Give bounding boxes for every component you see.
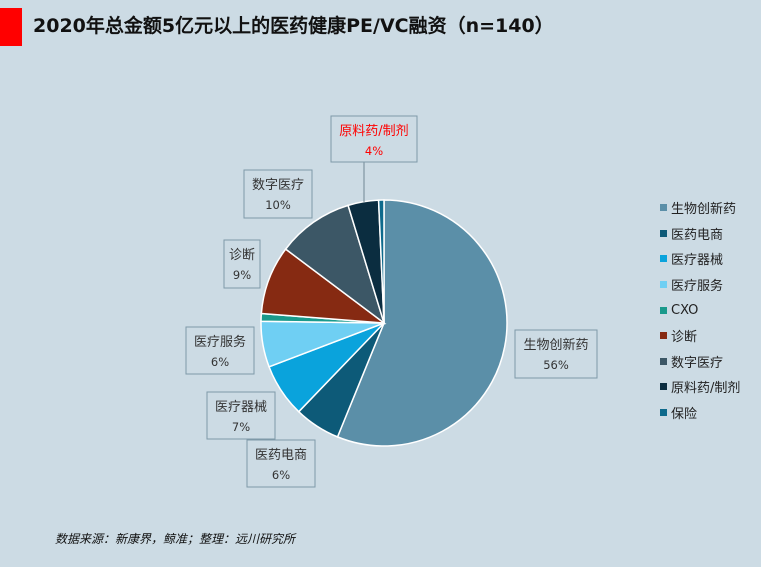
data-label-2: 医疗器械 7% — [206, 391, 276, 440]
data-label-value: 4% — [365, 144, 383, 158]
legend-item-4: CXO — [660, 297, 740, 323]
data-label-name: 医疗服务 — [194, 334, 246, 350]
legend-label: 原料药/制剂 — [671, 381, 741, 397]
legend-item-5: 诊断 — [660, 323, 740, 349]
data-label-box — [185, 326, 255, 375]
legend-item-0: 生物创新药 — [660, 195, 740, 221]
data-label-name: 医药电商 — [255, 448, 307, 463]
legend-item-7: 原料药/制剂 — [660, 374, 740, 400]
data-label-0: 生物创新药 56% — [514, 329, 598, 379]
legend-swatch — [660, 332, 667, 340]
legend-label: 保险 — [671, 407, 698, 423]
legend-label: 数字医疗 — [671, 355, 724, 371]
pie-slice-0 — [336, 199, 508, 447]
legend-swatch — [660, 409, 667, 417]
data-label-box — [514, 329, 598, 379]
legend-label: 诊断 — [671, 330, 698, 346]
legend-label: CXO — [671, 302, 699, 318]
legend-item-1: 医药电商 — [660, 221, 740, 247]
data-label-name: 生物创新药 — [523, 337, 588, 353]
legend-label: 生物创新药 — [671, 202, 737, 218]
data-label-7: 原料药/制剂 4% — [330, 115, 418, 202]
data-label-name: 原料药/制剂 — [339, 124, 408, 139]
legend-label: 医疗器械 — [671, 253, 724, 269]
legend-item-6: 数字医疗 — [660, 349, 740, 375]
legend-swatch — [660, 229, 667, 237]
data-label-value: 6% — [272, 468, 290, 482]
data-label-3: 医疗服务 6% — [185, 326, 255, 375]
legend-swatch — [660, 357, 667, 365]
data-label-name: 数字医疗 — [252, 178, 304, 193]
data-label-value: 7% — [232, 420, 250, 434]
data-label-name: 诊断 — [229, 248, 255, 263]
legend-swatch — [660, 281, 667, 289]
legend-label: 医药电商 — [671, 227, 724, 243]
chart-legend: 生物创新药医药电商医疗器械医疗服务 CXO 诊断数字医疗原料药/制剂 保险 — [660, 195, 740, 425]
pie-slice-8 — [377, 199, 385, 324]
data-source-note: 数据来源：新康界，鲸准；整理：远川研究所 — [55, 532, 296, 546]
data-label-box — [206, 391, 276, 440]
data-label-6: 数字医疗 10% — [243, 169, 313, 219]
legend-swatch — [660, 383, 667, 391]
data-label-value: 6% — [211, 355, 229, 369]
data-label-box — [223, 239, 261, 289]
page-title: 2020年总金额5亿元以上的医药健康PE/VC融资（n=140） — [33, 15, 554, 37]
legend-label: 医疗服务 — [671, 279, 724, 295]
data-label-box — [246, 439, 316, 488]
data-label-5: 诊断 9% — [223, 239, 261, 289]
legend-item-2: 医疗器械 — [660, 246, 740, 272]
title-accent-bar — [0, 8, 22, 46]
title-bar — [0, 0, 761, 52]
data-label-value: 10% — [265, 198, 291, 212]
legend-item-3: 医疗服务 — [660, 272, 740, 298]
legend-swatch — [660, 306, 667, 314]
legend-swatch — [660, 204, 667, 212]
data-label-name: 医疗器械 — [215, 400, 267, 415]
legend-item-8: 保险 — [660, 400, 740, 426]
legend-swatch — [660, 255, 667, 263]
data-label-box — [330, 115, 418, 163]
data-label-value: 56% — [543, 358, 569, 372]
pie-slice-6 — [284, 204, 386, 325]
data-label-value: 9% — [233, 268, 251, 282]
data-label-1: 医药电商 6% — [246, 439, 316, 488]
data-label-box — [243, 169, 313, 219]
